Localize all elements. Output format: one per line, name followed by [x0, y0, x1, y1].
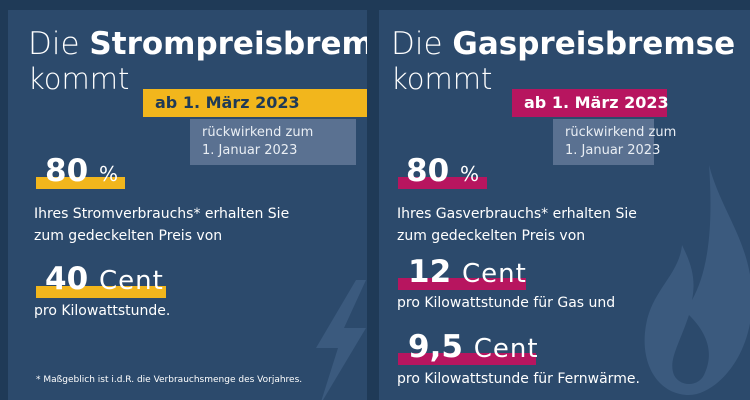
- gas-percent-value: 80: [406, 153, 450, 189]
- gas-title: Die Gaspreisbremse: [391, 26, 736, 62]
- gas-price-fernwaerme-value: 9,5: [408, 329, 463, 365]
- gas-percent-description: Ihres Gasverbrauchs* erhalten Sie zum ge…: [397, 203, 637, 247]
- gas-retro-line2: 1. Januar 2023: [565, 143, 661, 158]
- gas-flame-icon: [644, 165, 750, 395]
- strom-price-value: 40: [45, 261, 89, 297]
- gas-price-fernwaerme: 9,5 Cent: [408, 329, 539, 367]
- strom-date-badge: ab 1. März 2023: [143, 89, 367, 117]
- gas-price-fernwaerme-description: pro Kilowattstunde für Fernwärme.: [397, 371, 640, 387]
- gas-price-gas-unit: Cent: [461, 259, 527, 289]
- gas-subtitle: kommt: [391, 62, 493, 96]
- strom-price-unit: Cent: [98, 266, 164, 296]
- gas-retro-line1: rückwirkend zum: [565, 125, 677, 140]
- strom-price-description: pro Kilowattstunde.: [34, 303, 171, 319]
- strom-footnote: * Maßgeblich ist i.d.R. die Verbrauchsme…: [36, 375, 303, 385]
- gas-percent-desc-line2: zum gedeckelten Preis von: [397, 228, 586, 244]
- gas-price-fernwaerme-unit: Cent: [473, 334, 539, 364]
- strom-price: 40 Cent: [45, 261, 164, 299]
- strom-percent-unit: %: [98, 162, 118, 186]
- strom-subtitle: kommt: [28, 62, 130, 96]
- gas-price-gas: 12 Cent: [408, 254, 527, 292]
- strompreisbremse-panel: Die Strompreisbremse kommt ab 1. März 20…: [8, 10, 367, 400]
- gas-price-gas-value: 12: [408, 254, 452, 290]
- lightning-bolt-icon: [316, 280, 366, 400]
- gas-retroactive-note: rückwirkend zum 1. Januar 2023: [553, 119, 677, 165]
- strom-retroactive-note: rückwirkend zum 1. Januar 2023: [190, 119, 356, 165]
- strom-percent-desc-line2: zum gedeckelten Preis von: [34, 228, 223, 244]
- strom-percent-desc-line1: Ihres Stromverbrauchs* erhalten Sie: [34, 206, 290, 222]
- gas-price-gas-highlight: [398, 278, 526, 290]
- gas-percent-desc-line1: Ihres Gasverbrauchs* erhalten Sie: [397, 206, 637, 222]
- strom-title: Die Strompreisbremse: [28, 26, 367, 62]
- gas-date-badge: ab 1. März 2023: [512, 89, 669, 117]
- gas-percent-highlight: [398, 177, 487, 189]
- gaspreisbremse-panel: Die Gaspreisbremse kommt ab 1. März 2023…: [379, 10, 750, 400]
- gas-price-fernwaerme-highlight: [398, 353, 536, 365]
- strom-retro-line1: rückwirkend zum: [202, 125, 314, 140]
- strom-percent: 80 %: [45, 153, 118, 192]
- strom-percent-description: Ihres Stromverbrauchs* erhalten Sie zum …: [34, 203, 289, 247]
- gas-percent: 80 %: [406, 153, 479, 192]
- strom-percent-value: 80: [45, 153, 89, 189]
- gas-price-gas-description: pro Kilowattstunde für Gas und: [397, 295, 616, 311]
- gas-percent-unit: %: [459, 162, 479, 186]
- strom-retro-line2: 1. Januar 2023: [202, 143, 298, 158]
- strom-price-highlight: [36, 286, 166, 298]
- strom-percent-highlight: [36, 177, 125, 189]
